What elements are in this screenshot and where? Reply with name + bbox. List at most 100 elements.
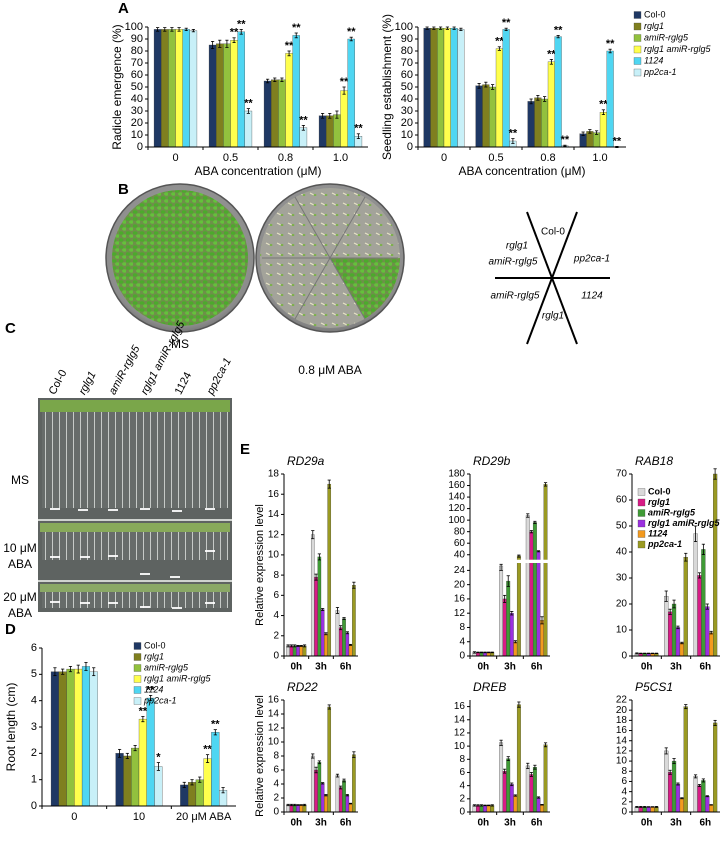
bar <box>683 557 688 657</box>
bar <box>675 627 681 657</box>
legend-label: rglg1 <box>648 497 670 507</box>
error-bar <box>526 762 530 769</box>
panel-letter: B <box>118 181 129 198</box>
y-axis-label: Relative expression level <box>254 504 266 626</box>
error-bar <box>581 131 585 137</box>
y-tick-label: 24 <box>454 565 466 576</box>
y-tick-label: 10 <box>268 550 280 561</box>
y-tick-label: 180 <box>448 469 465 480</box>
error-bar <box>483 804 487 807</box>
y-tick-label: 8 <box>273 751 279 762</box>
error-bar <box>536 796 541 799</box>
error-bar <box>643 806 647 808</box>
bar <box>296 804 300 813</box>
error-bar <box>190 779 194 786</box>
significance-label: * <box>156 751 161 763</box>
error-bar <box>709 630 713 635</box>
legend-swatch <box>633 45 642 54</box>
bar <box>536 551 541 657</box>
error-bar <box>701 778 705 783</box>
significance-label: ** <box>554 24 563 36</box>
bar <box>671 760 677 813</box>
bar <box>675 783 681 813</box>
legend-swatch <box>633 68 642 77</box>
error-bar <box>317 553 321 561</box>
bar <box>547 61 555 148</box>
bar <box>74 668 83 807</box>
error-bar <box>650 652 655 655</box>
error-bar <box>211 41 215 49</box>
error-bar <box>540 804 544 806</box>
legend-label: 1124 <box>648 528 667 538</box>
sector-label: rglg1 <box>506 241 528 252</box>
y-tick-label: 50 <box>616 521 628 532</box>
error-bar <box>556 35 560 39</box>
error-bar <box>299 804 303 806</box>
error-bar <box>205 754 210 763</box>
bar <box>443 28 451 148</box>
panel-letter: E <box>240 441 250 458</box>
error-bar <box>296 804 300 806</box>
error-bar <box>513 794 517 797</box>
error-bar <box>517 554 521 558</box>
error-bar <box>293 644 297 648</box>
legend-swatch <box>637 509 646 517</box>
bar <box>333 114 341 148</box>
legend-label: rglg1 amiR-rglg5 <box>644 44 712 54</box>
y-tick-label: 6 <box>273 765 279 776</box>
y-tick-label: 3 <box>31 721 37 733</box>
bar <box>180 784 189 807</box>
x-tick-label: 6h <box>531 818 543 829</box>
bar <box>646 806 651 813</box>
significance-label: ** <box>354 123 363 135</box>
x-tick-label: 1.0 <box>333 152 348 164</box>
error-bar <box>536 95 540 101</box>
significance-label: ** <box>613 135 622 147</box>
y-tick-label: 2 <box>273 793 279 804</box>
error-bar <box>476 804 480 807</box>
y-tick-label: 6 <box>31 642 37 654</box>
y-tick-label: 8 <box>273 570 279 581</box>
bar <box>189 30 198 148</box>
error-bar <box>133 745 137 752</box>
error-bar <box>650 806 655 808</box>
bar <box>683 706 688 813</box>
bar <box>701 780 706 813</box>
y-tick-label: 1 <box>31 774 37 786</box>
y-tick-label: 10 <box>131 129 143 141</box>
error-bar <box>543 482 548 487</box>
bar <box>709 632 714 657</box>
y-tick-label: 0 <box>31 800 37 812</box>
plate-label: MS <box>171 337 189 351</box>
bar <box>541 98 549 148</box>
y-tick-label: 10 <box>401 129 413 141</box>
x-tick-label: 6h <box>699 818 711 829</box>
error-bar <box>510 782 514 787</box>
y-tick-label: 0 <box>273 807 279 818</box>
legend-swatch <box>637 498 646 507</box>
y-tick-label: 4 <box>273 779 279 790</box>
error-bar <box>635 652 639 655</box>
genotype-label: amiR-rglg5 <box>107 343 143 397</box>
y-tick-label: 30 <box>616 573 628 584</box>
legend-label: rglg1 <box>144 651 164 661</box>
error-bar <box>61 668 65 675</box>
error-bar <box>294 32 298 39</box>
y-tick-label: 22 <box>616 695 628 706</box>
significance-label: ** <box>244 98 253 110</box>
y-tick-label: 12 <box>616 746 628 757</box>
x-tick-label: 0.8 <box>278 152 293 164</box>
y-tick-label: 18 <box>616 715 628 726</box>
significance-label: ** <box>237 18 246 30</box>
legend-label: pp2ca-1 <box>643 67 677 77</box>
error-bar <box>445 26 449 30</box>
error-bar <box>452 26 456 30</box>
condition-label: 20 μM <box>3 590 37 604</box>
bar <box>664 750 669 813</box>
error-bar <box>490 651 494 654</box>
error-bar <box>491 84 495 90</box>
bar <box>679 642 684 657</box>
error-bar <box>595 130 599 135</box>
y-tick-label: 40 <box>131 93 143 105</box>
legend-swatch <box>133 675 142 683</box>
